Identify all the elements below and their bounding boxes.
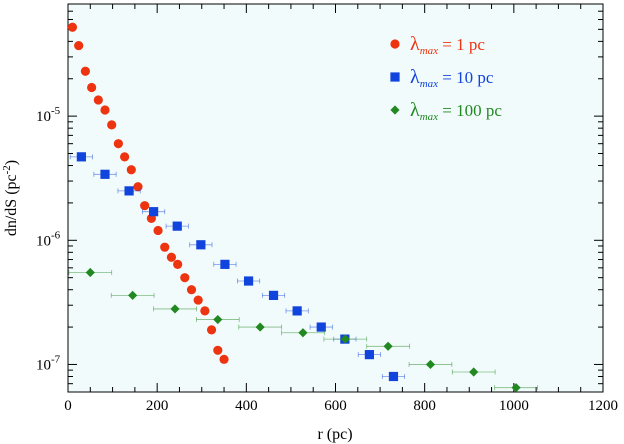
y-axis-title: dn/dS (pc-2) bbox=[1, 160, 20, 236]
x-tick-label: 1000 bbox=[499, 398, 529, 414]
data-point bbox=[76, 152, 86, 162]
data-point bbox=[67, 22, 78, 32]
data-point bbox=[213, 345, 223, 355]
x-axis-title: r (pc) bbox=[317, 426, 352, 443]
data-point bbox=[173, 259, 183, 269]
data-point bbox=[80, 66, 90, 76]
data-point bbox=[383, 341, 393, 351]
y-tick-label: 10-6 bbox=[36, 229, 61, 249]
data-point bbox=[292, 306, 302, 316]
data-point bbox=[153, 225, 163, 236]
series-100-pc bbox=[68, 267, 538, 393]
data-point bbox=[200, 306, 210, 316]
data-point bbox=[364, 350, 374, 360]
y-tick-labels: 10-5 10-6 10-7 bbox=[36, 105, 61, 373]
data-point bbox=[316, 322, 326, 332]
y-tick-label: 10-7 bbox=[36, 353, 61, 373]
data-point bbox=[298, 328, 308, 338]
data-point bbox=[126, 165, 136, 175]
data-point bbox=[87, 82, 97, 93]
data-point bbox=[213, 314, 223, 325]
data-point bbox=[268, 290, 279, 300]
data-point bbox=[113, 139, 123, 149]
data-point bbox=[172, 221, 182, 231]
data-point bbox=[180, 273, 190, 283]
data-point bbox=[469, 367, 479, 377]
data-point bbox=[388, 371, 399, 382]
data-point bbox=[170, 304, 180, 314]
data-point bbox=[196, 240, 206, 250]
legend-label: λmax = 10 pc bbox=[410, 66, 494, 90]
data-point bbox=[206, 325, 217, 335]
x-tick-label: 400 bbox=[235, 398, 258, 414]
y-tick-label: 10-5 bbox=[36, 105, 61, 125]
data-point bbox=[186, 285, 197, 295]
data-point bbox=[100, 105, 110, 115]
legend-label: λmax = 100 pc bbox=[410, 99, 502, 123]
data-point bbox=[149, 207, 159, 217]
data-point bbox=[219, 354, 229, 364]
x-tick-label: 0 bbox=[64, 398, 72, 414]
legend-marker bbox=[390, 39, 400, 49]
plot-area bbox=[67, 3, 604, 393]
data-point bbox=[160, 242, 170, 252]
x-tick-label: 1200 bbox=[588, 398, 618, 414]
legend-label: λmax = 1 pc bbox=[410, 33, 485, 57]
x-tick-label: 800 bbox=[413, 398, 436, 414]
legend: λmax = 1 pc λmax = 10 pc λmax = 100 pc bbox=[390, 33, 502, 123]
data-point bbox=[128, 290, 138, 300]
data-point bbox=[193, 295, 203, 305]
data-point bbox=[85, 267, 95, 278]
data-point bbox=[166, 252, 177, 262]
data-series bbox=[67, 22, 538, 393]
legend-marker bbox=[390, 72, 400, 82]
data-point bbox=[133, 182, 143, 192]
data-point bbox=[120, 152, 130, 162]
legend-marker bbox=[390, 105, 400, 115]
axis-ticks bbox=[67, 3, 604, 393]
x-tick-label: 600 bbox=[324, 398, 347, 414]
x-tick-labels: 0 200 400 600 800 1000 1200 bbox=[64, 398, 618, 414]
data-point bbox=[124, 186, 134, 196]
data-point bbox=[511, 383, 521, 393]
data-point bbox=[140, 201, 150, 211]
data-point bbox=[93, 95, 103, 105]
data-point bbox=[100, 169, 110, 179]
data-point bbox=[255, 322, 265, 332]
x-tick-label: 200 bbox=[146, 398, 169, 414]
data-point bbox=[425, 359, 436, 370]
data-point bbox=[340, 334, 350, 344]
data-point bbox=[74, 40, 84, 51]
data-point bbox=[107, 120, 117, 130]
data-point bbox=[243, 276, 254, 286]
data-point bbox=[220, 259, 230, 269]
series-1-pc bbox=[67, 22, 229, 364]
